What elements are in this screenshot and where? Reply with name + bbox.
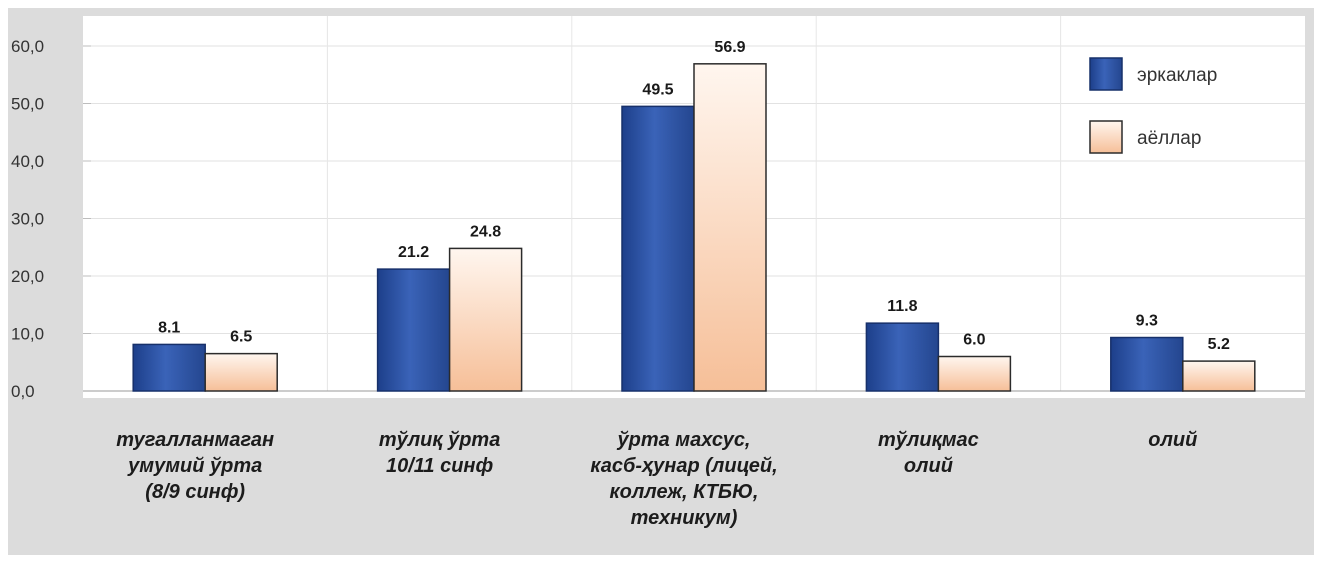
bar-men xyxy=(1110,336,1184,392)
bar-men xyxy=(376,268,451,392)
bar-women xyxy=(204,352,278,392)
category-label-line: техникум) xyxy=(631,507,738,529)
data-label: 6.0 xyxy=(963,332,985,349)
category-label-line: ўрта махсус, xyxy=(616,429,750,451)
category-label-line: олий xyxy=(904,455,953,477)
legend-swatch xyxy=(1089,120,1123,154)
bar-women xyxy=(937,355,1012,392)
y-tick-label: 20,0 xyxy=(11,267,44,286)
legend-label: эркаклар xyxy=(1137,65,1217,86)
y-tick-label: 0,0 xyxy=(11,382,35,401)
data-label: 21.2 xyxy=(398,244,429,261)
data-label: 24.8 xyxy=(470,223,501,240)
category-label-line: тўлиқ ўрта xyxy=(379,429,501,451)
bar-women xyxy=(693,63,767,392)
bars xyxy=(132,63,1256,392)
data-labels: 8.1 21.2 49.5 11.8 9.3 6.5 24.8 56.9 6.0 5.2 xyxy=(158,39,1230,353)
category-label-line: коллеж, КТБЮ, xyxy=(610,481,759,503)
category-label: ўрта махсус, касб-ҳунар (лицей, коллеж, КТ… xyxy=(590,429,777,529)
data-label: 49.5 xyxy=(642,81,673,98)
category-label-line: касб-ҳунар (лицей, xyxy=(590,455,777,477)
category-label: тўлиқмас олий xyxy=(878,429,979,477)
y-tick-label: 30,0 xyxy=(11,210,44,229)
category-label-line: тўлиқмас xyxy=(878,429,979,451)
category-label-line: тугалланмаган xyxy=(116,429,274,451)
y-tick-label: 50,0 xyxy=(11,95,44,114)
category-label-line: (8/9 синф) xyxy=(145,481,245,503)
y-tick-label: 60,0 xyxy=(11,37,44,56)
legend-swatch xyxy=(1089,57,1123,91)
category-label: тугалланмаган умумий ўрта (8/9 синф) xyxy=(116,429,274,503)
category-label: тўлиқ ўрта 10/11 синф xyxy=(379,429,501,477)
bar-men xyxy=(865,322,940,392)
legend: эркаклар аёллар xyxy=(1089,57,1217,154)
category-label-line: 10/11 синф xyxy=(386,455,494,477)
data-label: 5.2 xyxy=(1208,336,1230,353)
category-labels: тугалланмаган умумий ўрта (8/9 синф) тўлиқ … xyxy=(116,429,1197,529)
category-label-line: олий xyxy=(1148,429,1197,451)
bar-men xyxy=(621,105,695,392)
bar-women xyxy=(1182,360,1256,392)
data-label: 56.9 xyxy=(714,39,745,56)
bar-chart: 0,0 10,0 20,0 30,0 40,0 50,0 60,0 8.1 21.2 49.5 1… xyxy=(8,8,1314,555)
y-axis-ticks: 0,0 10,0 20,0 30,0 40,0 50,0 60,0 xyxy=(11,37,44,401)
chart-frame: 0,0 10,0 20,0 30,0 40,0 50,0 60,0 8.1 21.2 49.5 1… xyxy=(8,8,1314,555)
category-label: олий xyxy=(1148,429,1197,451)
bar-men xyxy=(132,343,206,392)
data-label: 6.5 xyxy=(230,329,252,346)
y-tick-label: 40,0 xyxy=(11,152,44,171)
data-label: 11.8 xyxy=(887,298,917,315)
legend-label: аёллар xyxy=(1137,128,1201,149)
data-label: 9.3 xyxy=(1136,313,1158,330)
data-label: 8.1 xyxy=(158,319,180,336)
y-tick-label: 10,0 xyxy=(11,325,44,344)
category-label-line: умумий ўрта xyxy=(127,455,262,477)
bar-women xyxy=(448,247,523,392)
